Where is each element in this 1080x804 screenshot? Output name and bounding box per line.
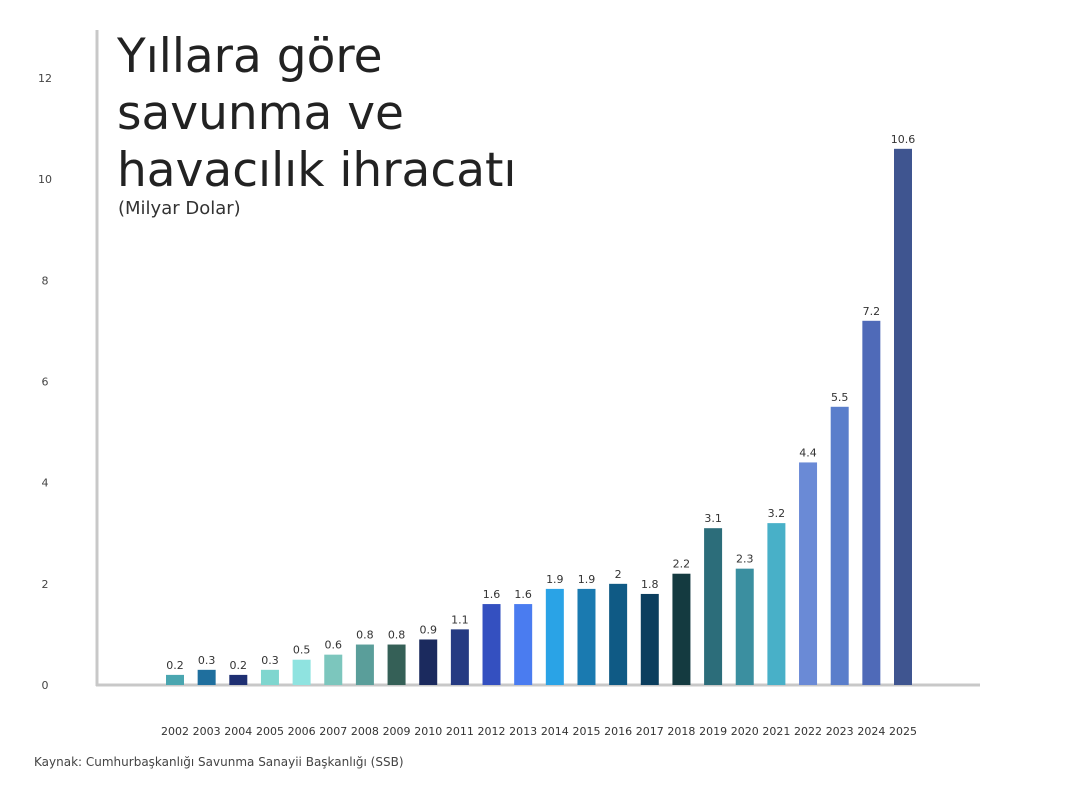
bar-value-label: 1.8 xyxy=(641,578,659,591)
bar xyxy=(450,629,469,685)
bar-value-label: 0.6 xyxy=(325,639,343,652)
x-tick-label: 2018 xyxy=(667,725,695,738)
x-tick-label: 2003 xyxy=(193,725,221,738)
x-tick-label: 2022 xyxy=(794,725,822,738)
bar-value-label: 1.9 xyxy=(578,573,596,586)
bar-value-label: 1.6 xyxy=(483,588,501,601)
bar xyxy=(387,644,406,685)
y-tick-label: 10 xyxy=(38,173,52,186)
x-tick-label: 2010 xyxy=(414,725,442,738)
bar-value-label: 0.9 xyxy=(419,623,437,636)
bar xyxy=(672,573,691,685)
bar xyxy=(609,583,628,685)
bar xyxy=(419,639,438,685)
bar xyxy=(830,406,849,685)
bar-value-label: 3.1 xyxy=(704,512,722,525)
bar-value-label: 1.1 xyxy=(451,613,469,626)
bar-value-label: 0.2 xyxy=(166,659,184,672)
source-note: Kaynak: Cumhurbaşkanlığı Savunma Sanayii… xyxy=(34,755,404,769)
bar xyxy=(229,674,248,685)
bar-value-label: 0.3 xyxy=(261,654,279,667)
bar xyxy=(482,604,501,685)
y-tick-label: 6 xyxy=(42,376,49,389)
x-tick-label: 2019 xyxy=(699,725,727,738)
bar xyxy=(197,669,216,685)
bar xyxy=(894,148,912,686)
bar-value-label: 0.5 xyxy=(293,644,311,657)
x-tick-label: 2006 xyxy=(288,725,316,738)
chart-subtitle: (Milyar Dolar) xyxy=(118,198,241,219)
bar-value-label: 0.8 xyxy=(356,629,374,642)
x-tick-label: 2015 xyxy=(572,725,600,738)
bar xyxy=(166,674,184,685)
x-tick-label: 2024 xyxy=(857,725,885,738)
x-tick-label: 2021 xyxy=(762,725,790,738)
x-tick-label: 2023 xyxy=(826,725,854,738)
y-tick-label: 12 xyxy=(38,72,52,85)
bar xyxy=(767,523,786,685)
bar xyxy=(640,593,659,685)
bar-value-label: 1.9 xyxy=(546,573,564,586)
x-tick-label: 2008 xyxy=(351,725,379,738)
x-tick-label: 2025 xyxy=(889,725,917,738)
x-tick-label: 2004 xyxy=(224,725,252,738)
bar-value-label: 2.3 xyxy=(736,553,754,566)
y-tick-label: 2 xyxy=(42,578,49,591)
x-tick-label: 2016 xyxy=(604,725,632,738)
x-tick-label: 2007 xyxy=(319,725,347,738)
x-tick-label: 2012 xyxy=(478,725,506,738)
x-tick-label: 2017 xyxy=(636,725,664,738)
bar-value-label: 2 xyxy=(615,568,622,581)
bar xyxy=(799,462,818,685)
y-tick-label: 0 xyxy=(42,679,49,692)
bar-value-label: 5.5 xyxy=(831,391,849,404)
bar xyxy=(545,588,564,685)
bar-value-label: 0.3 xyxy=(198,654,216,667)
x-tick-label: 2011 xyxy=(446,725,474,738)
bar-value-label: 7.2 xyxy=(863,305,881,318)
bar-value-label: 4.4 xyxy=(799,446,817,459)
x-tick-label: 2014 xyxy=(541,725,569,738)
bar xyxy=(577,588,596,685)
x-tick-label: 2009 xyxy=(383,725,411,738)
x-tick-label: 2002 xyxy=(161,725,189,738)
bar xyxy=(862,320,881,685)
bar xyxy=(355,644,374,685)
bar xyxy=(735,568,754,685)
chart-title: Yıllara göre savunma ve havacılık ihraca… xyxy=(117,29,517,198)
bar xyxy=(260,669,279,685)
x-tick-label: 2020 xyxy=(731,725,759,738)
bar xyxy=(292,659,311,685)
bar xyxy=(324,654,343,685)
bar-value-label: 0.8 xyxy=(388,629,406,642)
x-tick-label: 2005 xyxy=(256,725,284,738)
bar xyxy=(704,528,723,685)
x-tick-label: 2013 xyxy=(509,725,537,738)
y-tick-label: 8 xyxy=(42,274,49,287)
bar-value-label: 1.6 xyxy=(514,588,532,601)
bar-value-label: 0.2 xyxy=(230,659,248,672)
bar-value-label: 10.6 xyxy=(891,133,916,146)
bar xyxy=(514,604,533,685)
bar-value-label: 2.2 xyxy=(673,558,691,571)
y-tick-label: 4 xyxy=(42,477,49,490)
bar-value-label: 3.2 xyxy=(768,507,786,520)
